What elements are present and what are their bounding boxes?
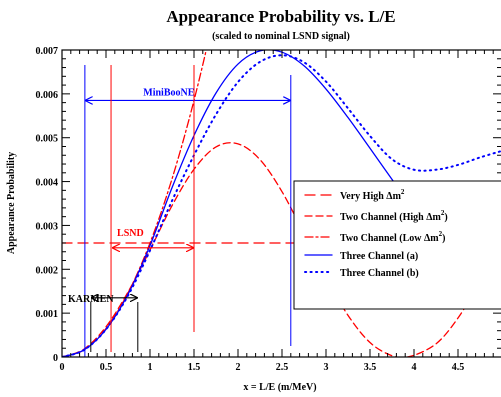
miniboone-label: MiniBooNE [143,87,194,98]
karmen-label: KARMEN [68,294,114,305]
x-tick-label: 4.5 [452,362,465,373]
legend-entry-5: Three Channel (b) [340,268,419,279]
legend-entry-1: Very High Δm2 [340,188,405,202]
legend-entry-3: Two Channel (Low Δm2) [340,230,445,244]
legend-entry-4: Three Channel (a) [340,251,418,262]
x-tick-label: 0 [60,362,65,373]
x-tick-label: 3.5 [364,362,377,373]
legend-box [293,180,501,310]
y-tick-label: 0.004 [36,178,59,189]
x-tick-label: 2 [236,362,241,373]
legend: Very High Δm2 Two Channel (High Δm2) Two C… [293,180,501,310]
y-tick-label: 0.001 [36,309,59,320]
x-tick-label: 3 [324,362,329,373]
x-tick-label: 2.5 [276,362,289,373]
x-tick-label: 1.5 [188,362,201,373]
y-tick-label: 0 [53,353,58,364]
chart-subtitle: (scaled to nominal LSND signal) [212,31,350,42]
y-tick-label: 0.002 [36,265,59,276]
y-tick-label: 0.005 [36,134,59,145]
y-axis-label: Appearance Probability [6,152,17,254]
x-tick-label: 1 [148,362,153,373]
chart-title: Appearance Probability vs. L/E [166,7,395,26]
y-tick-label: 0.007 [36,46,59,57]
series-line-5 [62,54,501,357]
lsnd-label: LSND [117,228,144,239]
x-tick-label: 0.5 [100,362,113,373]
y-tick-label: 0.003 [36,221,59,232]
x-tick-label: 4 [412,362,417,373]
y-tick-label: 0.006 [36,90,59,101]
legend-entry-2: Two Channel (High Δm2) [340,209,448,223]
x-axis-label: x = L/E (m/MeV) [243,382,316,393]
